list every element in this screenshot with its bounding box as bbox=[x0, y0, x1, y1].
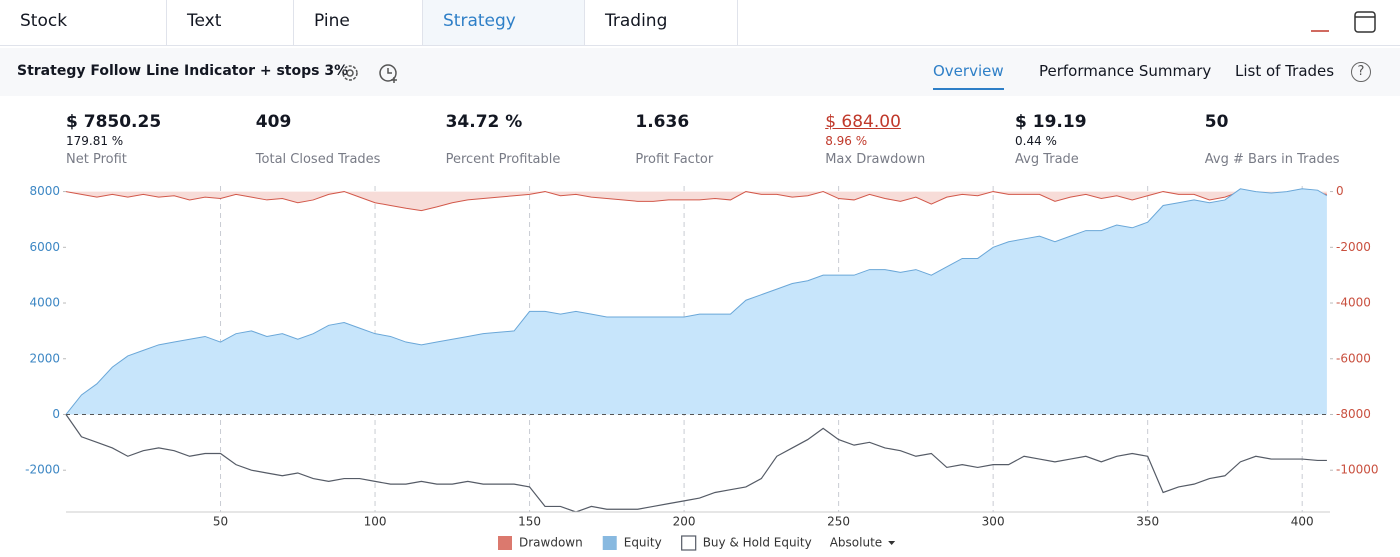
stat-value: 50 bbox=[1204, 112, 1229, 132]
view-tab[interactable]: List of Trades bbox=[1235, 62, 1335, 80]
view-tab[interactable]: Performance Summary bbox=[1039, 62, 1212, 80]
area-line bbox=[65, 191, 1327, 212]
tab[interactable]: Stock Screener ⌄ bbox=[0, 0, 167, 74]
stat-label: Profit Factor bbox=[635, 152, 714, 167]
stat-value: $ 7850.25 bbox=[66, 112, 162, 132]
stat-value: 1.636 bbox=[635, 112, 690, 132]
x-tick-label: 250 bbox=[827, 515, 850, 529]
dropdown-arrow bbox=[888, 541, 896, 545]
legend-swatch bbox=[681, 535, 697, 551]
y2-tick-label: 0 bbox=[1336, 184, 1344, 198]
x-tick-label: 350 bbox=[1136, 515, 1159, 529]
stat: $ 7850.25 179.81 % Net Profit bbox=[66, 112, 162, 167]
area-fill bbox=[66, 188, 1327, 415]
stat-label: Percent Profitable bbox=[445, 152, 561, 167]
stat-label: Avg # Bars in Trades bbox=[1204, 152, 1340, 167]
stat: 409 Total Closed Trades bbox=[255, 112, 381, 167]
y-tick-label: 4000 bbox=[29, 296, 60, 310]
y-tick-label: 6000 bbox=[29, 240, 60, 254]
stat: 34.72 % Percent Profitable bbox=[445, 112, 561, 167]
x-tick-label: 300 bbox=[982, 515, 1005, 529]
y-tick-label: 2000 bbox=[29, 351, 60, 365]
stat: 1.636 Profit Factor bbox=[635, 112, 713, 167]
y2-tick-label: -6000 bbox=[1336, 351, 1371, 365]
y-tick-label: -2000 bbox=[25, 463, 60, 477]
area-fill bbox=[66, 191, 1327, 211]
y2-tick-label: -2000 bbox=[1336, 240, 1371, 254]
legend-label: Equity bbox=[624, 536, 662, 550]
stat-value: 34.72 % bbox=[445, 112, 523, 132]
y-tick-label: 8000 bbox=[29, 184, 60, 198]
stat: $ 684.00 8.96 % Max Drawdown bbox=[825, 112, 925, 167]
tab[interactable]: Text Notes bbox=[167, 0, 294, 74]
tab[interactable]: Trading Panel bbox=[585, 0, 738, 74]
tab[interactable]: Pine Editor bbox=[294, 0, 423, 74]
stat-label: Avg Trade bbox=[1015, 152, 1079, 167]
stat-label: Max Drawdown bbox=[825, 152, 926, 167]
tab-bar: Stock Screener ⌄ Text Notes Pine Editor … bbox=[0, 0, 1400, 74]
strategy-icons[interactable] bbox=[338, 61, 404, 85]
strategy-bar: Strategy Follow Line Indicator + stops 3… bbox=[0, 48, 1400, 96]
view-tab[interactable]: Overview bbox=[933, 62, 1004, 90]
stat-value: 409 bbox=[255, 112, 292, 132]
y-tick-label: 0 bbox=[52, 407, 60, 421]
y2-tick-label: -4000 bbox=[1336, 296, 1371, 310]
x-tick-label: 200 bbox=[673, 515, 696, 529]
legend-label: Drawdown bbox=[519, 536, 583, 550]
x-tick-label: 100 bbox=[364, 515, 387, 529]
help-button[interactable]: ? bbox=[1351, 62, 1371, 82]
legend-mode[interactable]: Absolute bbox=[830, 536, 882, 550]
line bbox=[65, 414, 1327, 513]
strategy-name: Strategy Follow Line Indicator + stops 3… bbox=[17, 63, 349, 79]
y2-tick-label: -8000 bbox=[1336, 407, 1371, 421]
window-controls[interactable] bbox=[1305, 8, 1385, 38]
stat-label: Total Closed Trades bbox=[255, 152, 381, 167]
x-tick-label: 50 bbox=[213, 515, 228, 529]
x-tick-label: 150 bbox=[518, 515, 541, 529]
legend-label: Buy & Hold Equity bbox=[703, 536, 812, 550]
stat-sub: 0.44 % bbox=[1015, 134, 1057, 148]
chart: 50 100 150 200 250 300 350 400 -2000 0 2000 4000 600… bbox=[25, 184, 1379, 551]
tab[interactable]: Strategy Tester bbox=[423, 0, 585, 74]
stat-value: $ 684.00 bbox=[825, 112, 901, 132]
stat-sub: 179.81 % bbox=[66, 134, 124, 148]
stat-sub: 8.96 % bbox=[825, 134, 868, 148]
legend-swatch bbox=[498, 536, 512, 550]
stat-label: Net Profit bbox=[66, 152, 127, 167]
stat: $ 19.19 0.44 % Avg Trade bbox=[1015, 112, 1087, 167]
stat-value: $ 19.19 bbox=[1015, 112, 1087, 132]
stat: 50 Avg # Bars in Trades bbox=[1204, 112, 1340, 167]
legend-swatch bbox=[602, 536, 617, 550]
area-line bbox=[65, 188, 1328, 415]
y2-tick-label: -10000 bbox=[1336, 463, 1379, 477]
x-tick-label: 400 bbox=[1291, 515, 1314, 529]
